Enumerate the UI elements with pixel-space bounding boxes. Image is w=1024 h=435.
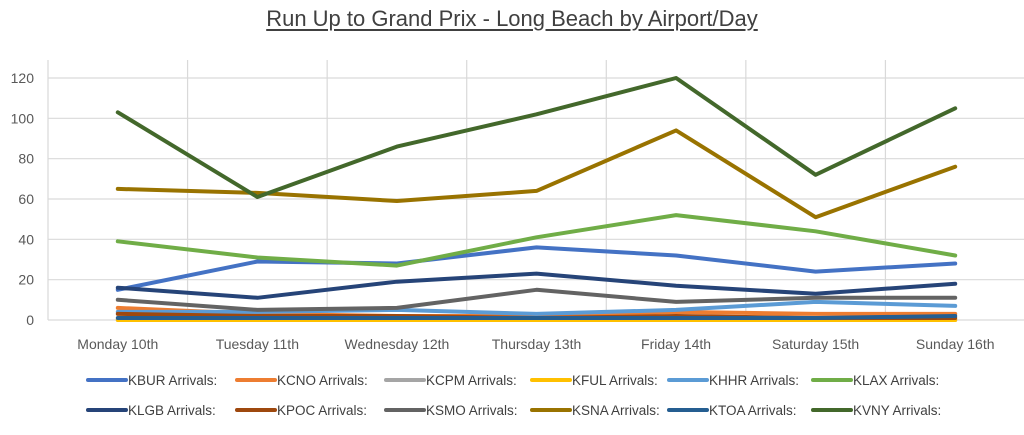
x-tick-label: Sunday 16th	[916, 336, 995, 352]
series-line-ksna	[115, 128, 958, 220]
series-line-khhr	[115, 299, 958, 316]
legend-item-ksmo[interactable]: KSMO Arrivals:	[384, 403, 518, 418]
series-line-kvny	[115, 76, 958, 199]
series-line-klgb	[115, 271, 958, 300]
series-line-ksmo	[115, 287, 958, 312]
legend-item-khhr[interactable]: KHHR Arrivals:	[667, 373, 799, 388]
x-tick-label: Saturday 15th	[772, 336, 859, 352]
legend-item-kbur[interactable]: KBUR Arrivals:	[86, 373, 217, 388]
legend-item-klax[interactable]: KLAX Arrivals:	[811, 373, 939, 388]
legend-item-kcno[interactable]: KCNO Arrivals:	[235, 373, 368, 388]
legend-label: KVNY Arrivals:	[853, 403, 941, 418]
legend-label: KPOC Arrivals:	[277, 403, 367, 418]
legend-item-klgb[interactable]: KLGB Arrivals:	[86, 403, 216, 418]
legend: KBUR Arrivals: KCNO Arrivals: KCPM Arrival…	[86, 373, 941, 418]
legend-label: KCPM Arrivals:	[426, 373, 517, 388]
series-line-kbur	[115, 245, 958, 292]
series-line-klax	[115, 213, 958, 268]
y-tick-label: 0	[26, 312, 34, 328]
legend-label: KBUR Arrivals:	[128, 373, 217, 388]
y-axis-ticks: 0 20 40 60 80 100 120	[11, 70, 35, 328]
x-tick-label: Monday 10th	[77, 336, 158, 352]
legend-label: KSNA Arrivals:	[572, 403, 660, 418]
legend-label: KSMO Arrivals:	[426, 403, 518, 418]
series-line-ktoa	[115, 314, 958, 320]
x-axis-ticks: Monday 10th Tuesday 11th Wednesday 12th Thu…	[77, 336, 994, 352]
x-tick-label: Friday 14th	[641, 336, 711, 352]
chart-title: Run Up to Grand Prix - Long Beach by Air…	[266, 6, 758, 31]
legend-label: KLGB Arrivals:	[128, 403, 216, 418]
legend-label: KTOA Arrivals:	[709, 403, 797, 418]
y-tick-label: 80	[18, 151, 34, 167]
legend-item-kcpm[interactable]: KCPM Arrivals:	[384, 373, 517, 388]
y-tick-label: 60	[18, 191, 34, 207]
x-tick-label: Thursday 13th	[492, 336, 582, 352]
legend-item-ktoa[interactable]: KTOA Arrivals:	[667, 403, 797, 418]
series-lines	[115, 76, 958, 322]
y-tick-label: 40	[18, 231, 34, 247]
legend-label: KCNO Arrivals:	[277, 373, 368, 388]
y-tick-label: 100	[11, 110, 35, 126]
legend-item-kpoc[interactable]: KPOC Arrivals:	[235, 403, 367, 418]
y-tick-label: 120	[11, 70, 35, 86]
x-tick-label: Tuesday 11th	[216, 336, 299, 352]
y-tick-label: 20	[18, 272, 34, 288]
legend-label: KFUL Arrivals:	[572, 373, 658, 388]
legend-label: KLAX Arrivals:	[853, 373, 939, 388]
x-tick-label: Wednesday 12th	[345, 336, 450, 352]
legend-item-kful[interactable]: KFUL Arrivals:	[530, 373, 658, 388]
legend-item-ksna[interactable]: KSNA Arrivals:	[530, 403, 660, 418]
legend-item-kvny[interactable]: KVNY Arrivals:	[811, 403, 941, 418]
legend-label: KHHR Arrivals:	[709, 373, 799, 388]
